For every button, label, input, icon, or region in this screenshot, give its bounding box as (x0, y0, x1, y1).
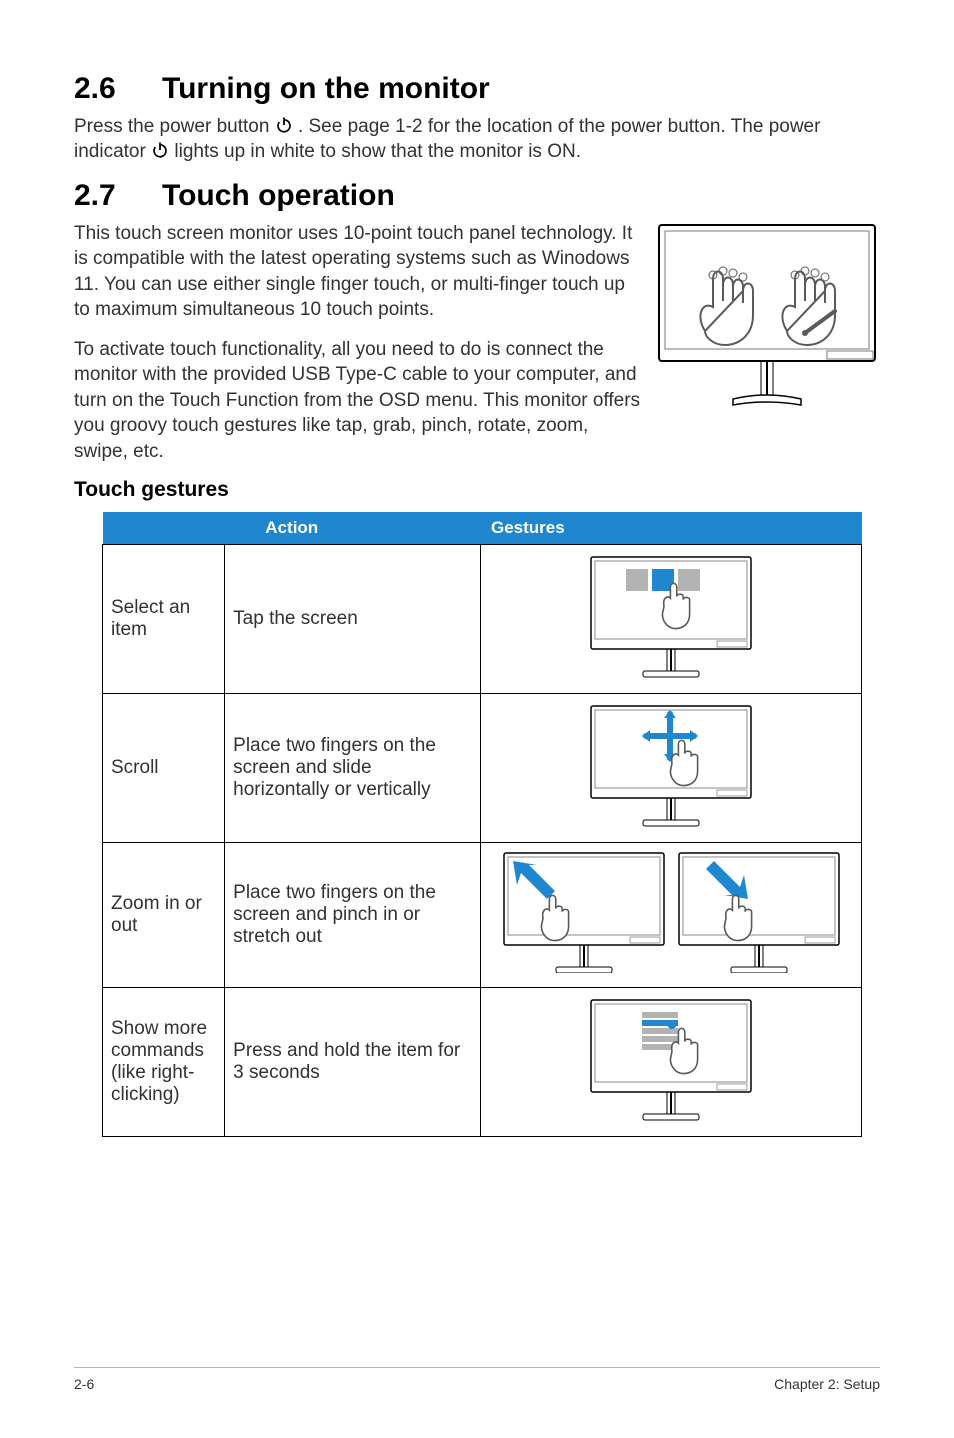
gesture-descr: Place two fingers on the screen and slid… (225, 693, 481, 842)
table-row: Select an item Tap the screen (103, 544, 862, 693)
section-2-7-title: Touch operation (162, 179, 395, 212)
table-row: Show more commands (like right-clicking)… (103, 987, 862, 1136)
gesture-illustration (481, 544, 862, 693)
gesture-action: Select an item (103, 544, 225, 693)
gesture-illustration (481, 987, 862, 1136)
gesture-illustration (481, 693, 862, 842)
touch-monitor-illustration (655, 221, 880, 416)
footer-chapter: Chapter 2: Setup (774, 1376, 880, 1392)
section-2-7-heading: 2.7Touch operation (74, 179, 880, 213)
footer-page-number: 2-6 (74, 1376, 94, 1392)
gesture-action: Zoom in or out (103, 842, 225, 987)
touch-gestures-table: Action Gestures Select an item Tap the s… (102, 512, 862, 1137)
table-header-gestures: Gestures (481, 512, 862, 545)
section-2-6-number: 2.6 (74, 72, 162, 106)
gesture-descr: Place two fingers on the screen and pinc… (225, 842, 481, 987)
gesture-action: Show more commands (like right-clicking) (103, 987, 225, 1136)
gesture-descr: Press and hold the item for 3 seconds (225, 987, 481, 1136)
gesture-action: Scroll (103, 693, 225, 842)
section-2-7-paragraph-2: To activate touch functionality, all you… (74, 337, 645, 464)
power-icon (151, 141, 169, 159)
section-2-6-title: Turning on the monitor (162, 72, 490, 105)
table-row: Scroll Place two fingers on the screen a… (103, 693, 862, 842)
section-2-6-p1c: lights up in white to show that the moni… (174, 141, 581, 162)
touch-gestures-heading: Touch gestures (74, 478, 880, 502)
section-2-6-paragraph: Press the power button . See page 1-2 fo… (74, 114, 880, 165)
section-2-6-heading: 2.6Turning on the monitor (74, 72, 880, 106)
power-icon (275, 116, 293, 134)
table-header-action: Action (103, 512, 481, 545)
section-2-7-paragraph-1: This touch screen monitor uses 10-point … (74, 221, 645, 323)
section-2-7-number: 2.7 (74, 179, 162, 213)
gesture-illustration (481, 842, 862, 987)
table-row: Zoom in or out Place two fingers on the … (103, 842, 862, 987)
section-2-6-p1a: Press the power button (74, 116, 275, 137)
page-footer: 2-6 Chapter 2: Setup (74, 1367, 880, 1392)
gesture-descr: Tap the screen (225, 544, 481, 693)
